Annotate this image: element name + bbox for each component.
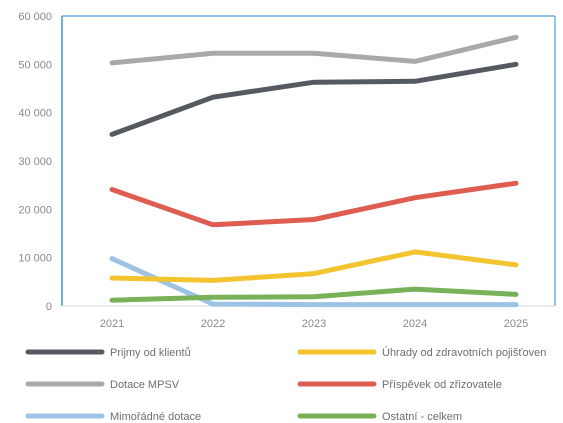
legend-label-6: Ostatní - celkem [382, 411, 462, 423]
legend-label-1: Prijmy od klientů [110, 347, 191, 359]
series-line-3 [109, 34, 519, 66]
x-tick-label: 2021 [100, 318, 124, 330]
series-line-5 [109, 256, 519, 308]
y-tick-label: 20 000 [18, 204, 52, 216]
x-tick-label: 2025 [504, 318, 528, 330]
legend-label-2: Úhrady od zdravotních pojišťoven [382, 346, 546, 359]
series-line-4 [109, 180, 519, 228]
y-tick-label: 0 [46, 301, 52, 313]
y-tick-label: 50 000 [18, 59, 52, 71]
legend-label-3: Dotace MPSV [110, 379, 180, 391]
x-tick-label: 2024 [403, 318, 427, 330]
series-line-6 [109, 286, 519, 303]
y-tick-label: 10 000 [18, 253, 52, 265]
y-tick-label: 60 000 [18, 11, 52, 23]
y-tick-label: 40 000 [18, 108, 52, 120]
series-line-2 [109, 249, 519, 283]
legend-label-5: Mimořádné dotace [110, 411, 201, 423]
x-tick-label: 2023 [302, 318, 326, 330]
y-tick-label: 30 000 [18, 156, 52, 168]
x-tick-label: 2022 [201, 318, 225, 330]
legend-label-4: Příspěvek od zřizovatele [382, 379, 502, 391]
series-line-1 [109, 61, 519, 137]
